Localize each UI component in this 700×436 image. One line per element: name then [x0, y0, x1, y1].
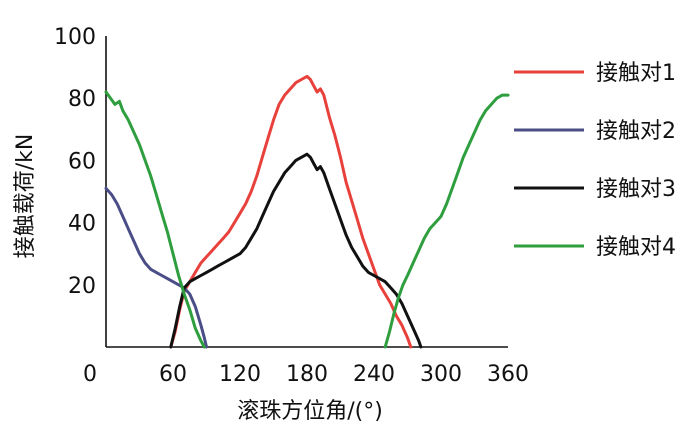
- legend-label-1: 接触对1: [596, 61, 676, 86]
- legend-label-2: 接触对2: [596, 119, 676, 144]
- legend: 接触对1 接触对2 接触对3 接触对4: [514, 61, 676, 260]
- series-line-4: [104, 90, 510, 349]
- y-tick-label: 80: [68, 87, 96, 112]
- y-tick-labels: 20 40 60 80 100: [54, 25, 96, 299]
- legend-label-3: 接触对3: [596, 177, 676, 202]
- x-tick-label: 60: [159, 362, 187, 387]
- x-tick-label: 180: [286, 362, 328, 387]
- x-tick-label: 360: [487, 362, 529, 387]
- x-axis-title: 滚珠方位角/(°): [237, 399, 383, 424]
- x-tick-label: 120: [219, 362, 261, 387]
- x-tick-labels: 0 60 120 180 240 300 360: [83, 362, 529, 387]
- y-tick-label: 20: [68, 274, 96, 299]
- series-group: [104, 74, 510, 349]
- y-tick-label: 40: [68, 212, 96, 237]
- series-line-1: [169, 74, 413, 349]
- y-tick-label: 100: [54, 25, 96, 50]
- x-tick-label: 300: [420, 362, 462, 387]
- x-tick-label: 240: [353, 362, 395, 387]
- series-line-3: [169, 152, 423, 349]
- x-tick-label: 0: [83, 362, 97, 387]
- legend-label-4: 接触对4: [596, 235, 676, 260]
- series-line-2: [104, 186, 208, 349]
- plot-area: [104, 36, 510, 349]
- y-axis-title: 接触载荷/kN: [13, 134, 38, 259]
- y-tick-label: 60: [68, 149, 96, 174]
